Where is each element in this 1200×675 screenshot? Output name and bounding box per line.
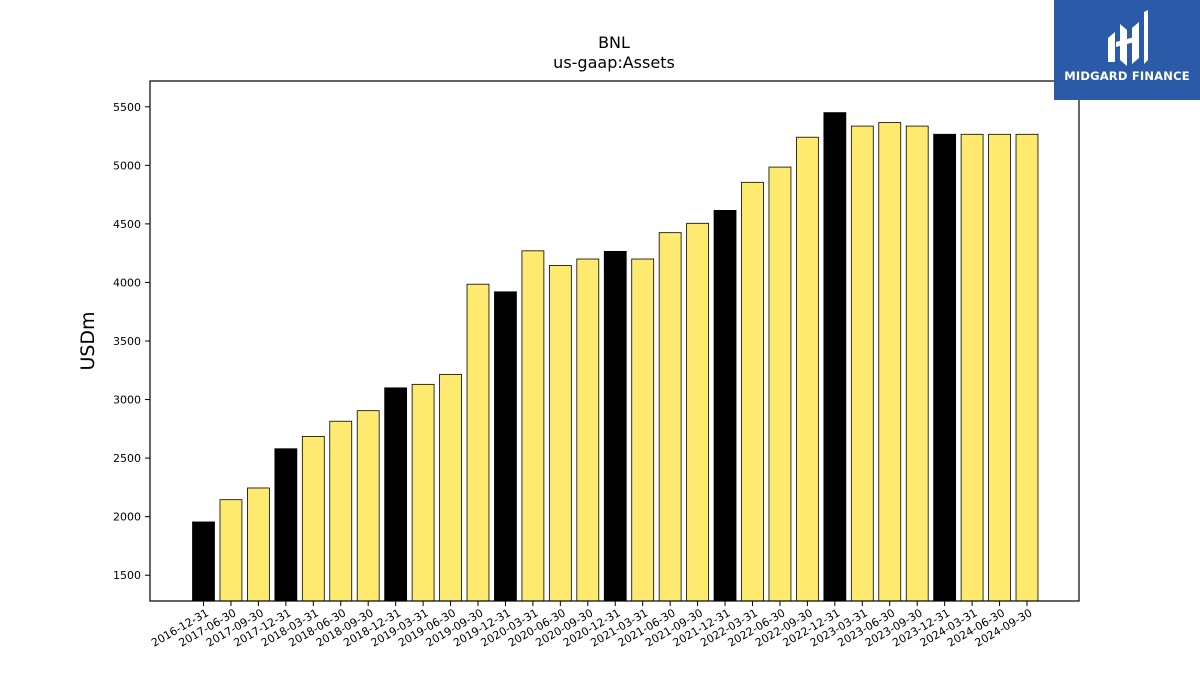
bar-2018-09-30 bbox=[356, 410, 380, 602]
brand-logo: MIDGARD FINANCE bbox=[1054, 0, 1200, 100]
y-tick-label: 4500 bbox=[113, 218, 141, 231]
bar-2022-09-30 bbox=[796, 136, 819, 602]
bar-2020-03-31 bbox=[521, 250, 545, 602]
bar-2021-12-31 bbox=[713, 210, 737, 602]
bar-2019-09-30 bbox=[466, 283, 490, 602]
y-tick-label: 4000 bbox=[113, 276, 141, 289]
bar-2019-03-31 bbox=[411, 383, 435, 602]
bar-2023-09-30 bbox=[905, 125, 929, 602]
y-tick-label: 3500 bbox=[113, 335, 141, 348]
bar-2017-12-31 bbox=[274, 448, 298, 602]
bar-2022-03-31 bbox=[741, 181, 764, 602]
bar-2024-06-30 bbox=[988, 133, 1011, 602]
bar-2021-03-31 bbox=[631, 258, 655, 602]
bar-2017-06-30 bbox=[219, 499, 243, 602]
bar-2020-12-31 bbox=[603, 251, 627, 602]
bar-2024-03-31 bbox=[960, 133, 984, 602]
logo-text: MIDGARD FINANCE bbox=[1064, 69, 1190, 83]
bar-2019-06-30 bbox=[439, 373, 462, 602]
midgard-logo-icon bbox=[1108, 10, 1148, 66]
bar-2023-03-31 bbox=[850, 125, 874, 602]
chart-title: BNL bbox=[598, 33, 630, 52]
y-tick-label: 5000 bbox=[113, 159, 141, 172]
x-axis: 2016-12-312017-06-302017-09-302017-12-31… bbox=[149, 601, 1035, 650]
bar-2024-09-30 bbox=[1015, 133, 1039, 602]
bar-2018-06-30 bbox=[329, 420, 353, 602]
bars-group bbox=[192, 112, 1039, 602]
bar-2021-06-30 bbox=[658, 232, 682, 602]
y-tick-label: 2500 bbox=[113, 452, 141, 465]
y-tick-label: 1500 bbox=[113, 569, 141, 582]
bar-2023-12-31 bbox=[933, 133, 957, 602]
bar-2017-09-30 bbox=[247, 487, 270, 602]
plot-frame bbox=[149, 80, 1080, 602]
y-axis: 1500 2000 2500 3000 3500 4000 4500 5000 5500 bbox=[113, 101, 150, 582]
y-tick-label: 2000 bbox=[113, 511, 141, 524]
bar-2022-06-30 bbox=[768, 166, 792, 602]
chart-subtitle: us-gaap:Assets bbox=[553, 53, 675, 72]
bar-2019-12-31 bbox=[494, 291, 517, 602]
bar-2018-03-31 bbox=[301, 436, 325, 602]
bar-2020-09-30 bbox=[576, 258, 600, 602]
y-tick-label: 5500 bbox=[113, 101, 141, 114]
bar-2021-09-30 bbox=[686, 222, 709, 602]
y-axis-label: USDm bbox=[77, 311, 99, 370]
bar-2018-12-31 bbox=[384, 387, 408, 602]
bar-2020-06-30 bbox=[548, 265, 572, 602]
y-tick-label: 3000 bbox=[113, 394, 141, 407]
bar-2023-06-30 bbox=[878, 122, 902, 602]
bar-2022-12-31 bbox=[823, 112, 847, 602]
bar-2016-12-31 bbox=[192, 521, 215, 602]
